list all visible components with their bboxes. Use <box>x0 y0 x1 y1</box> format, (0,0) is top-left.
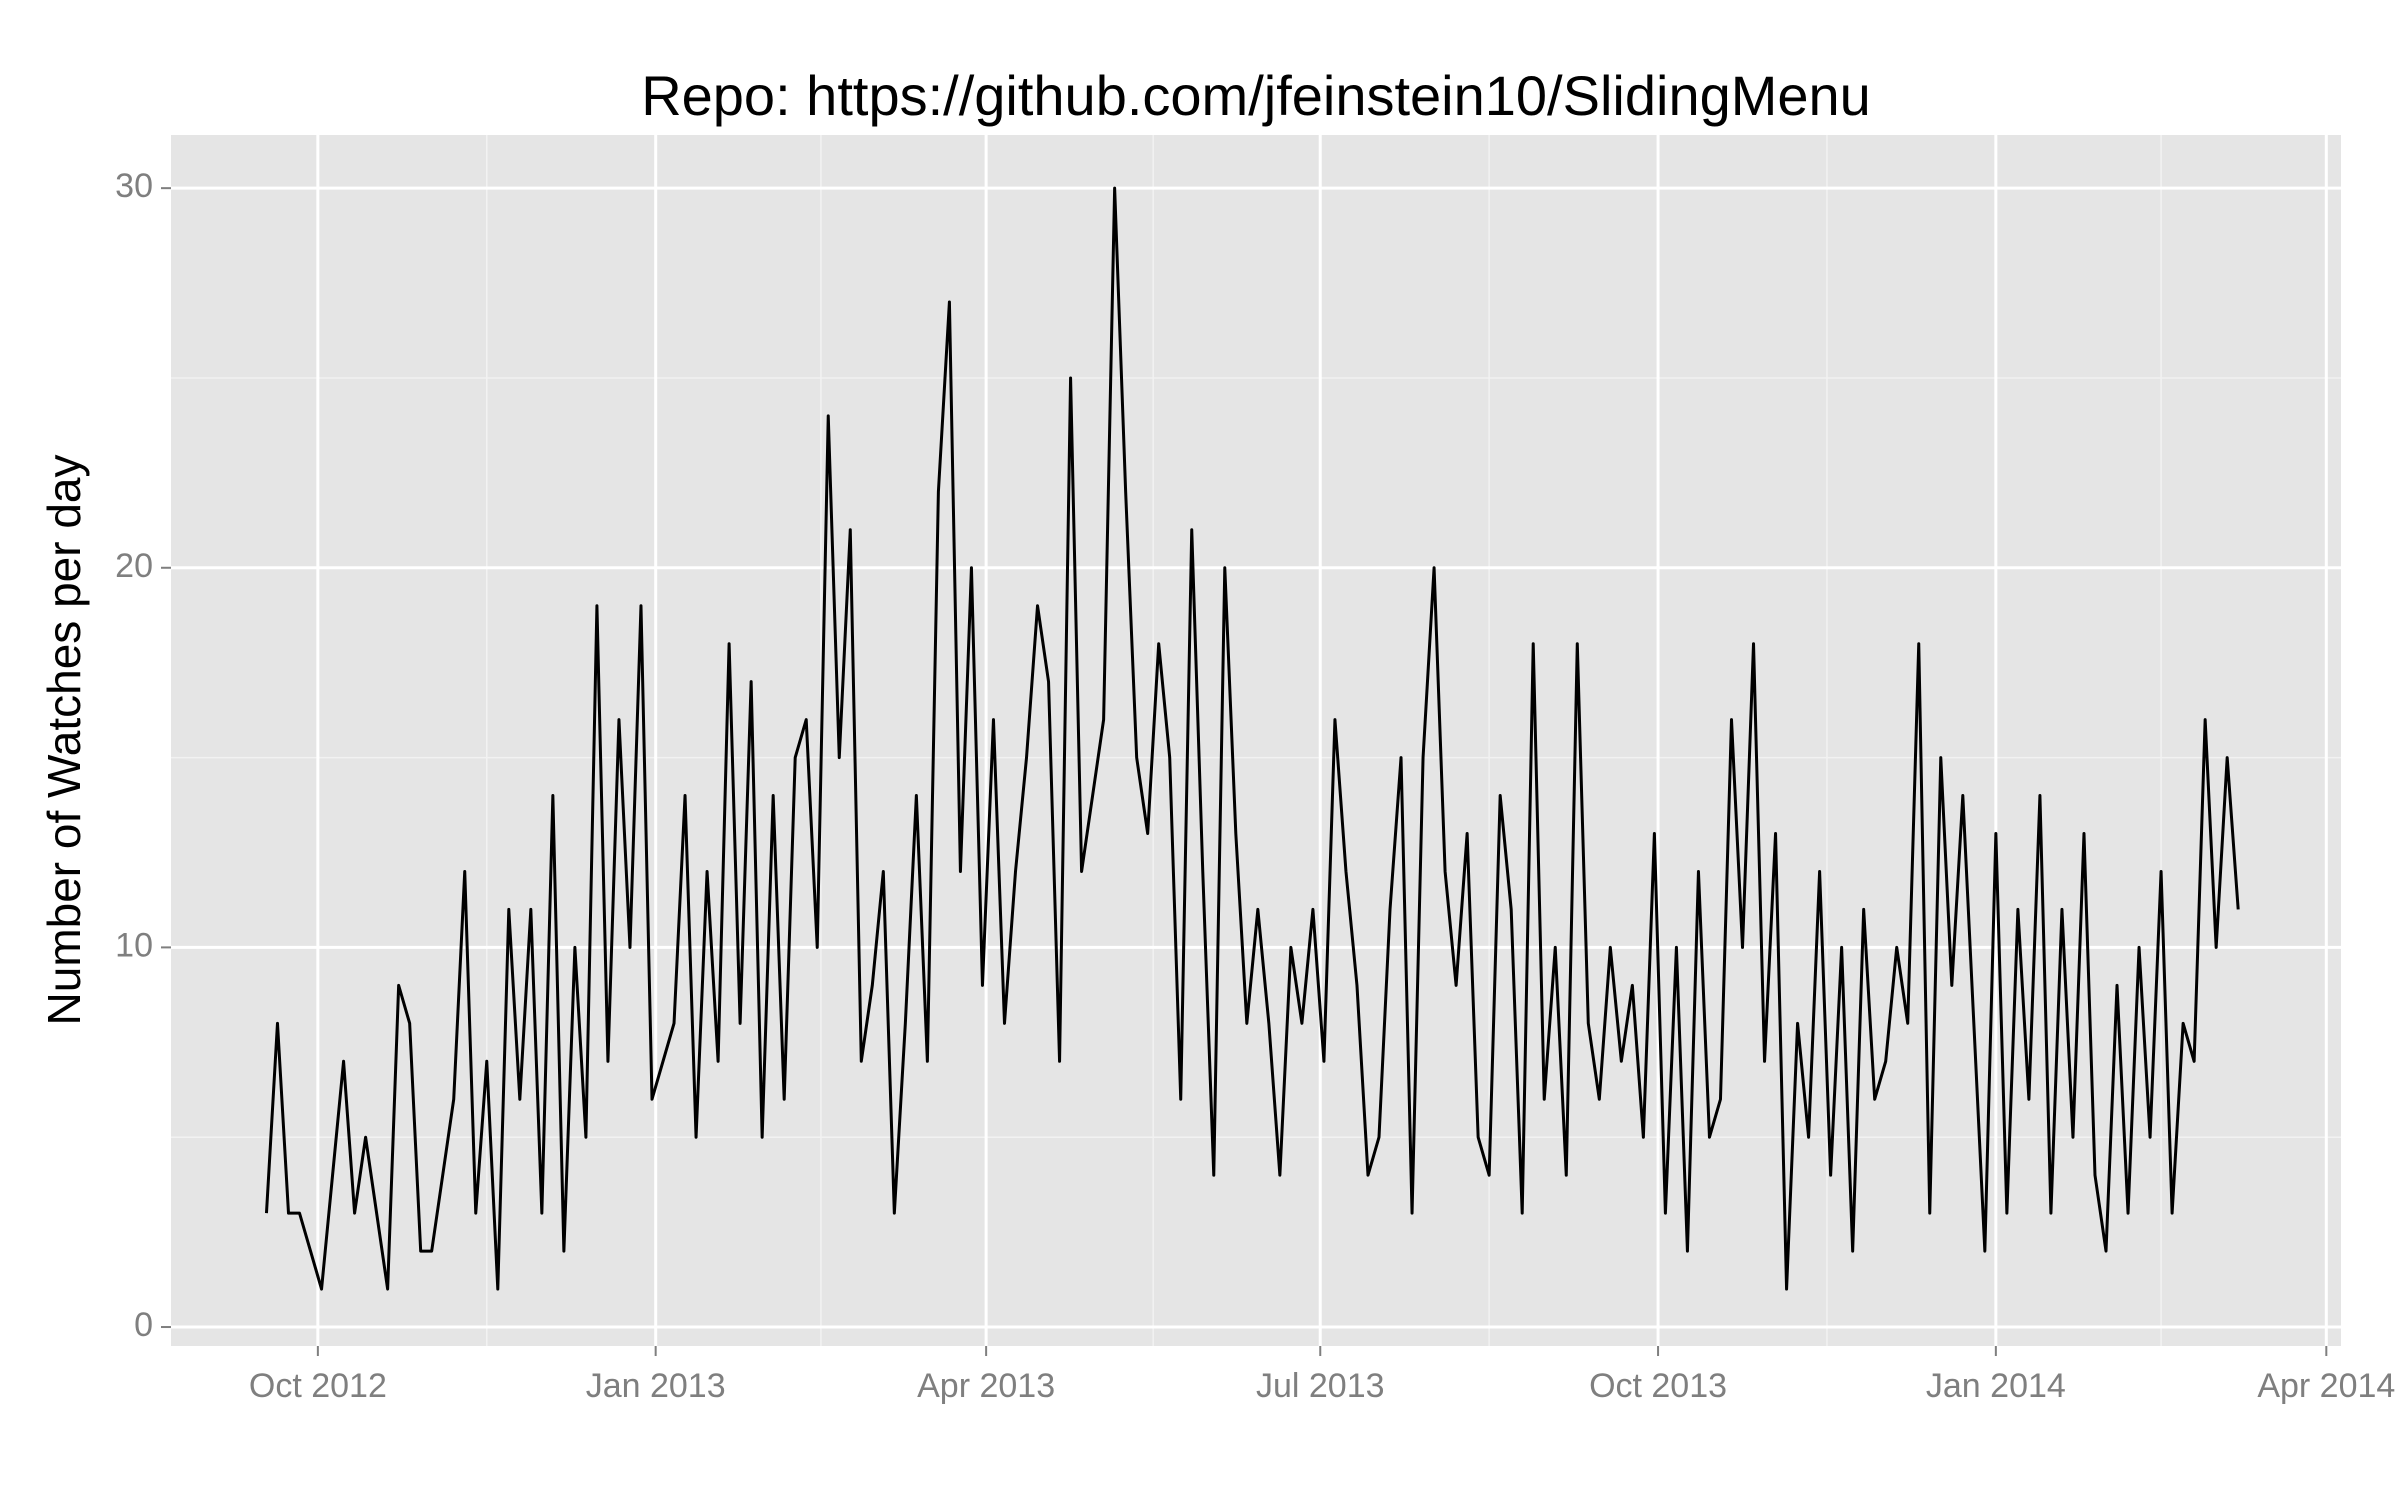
x-tick-label: Apr 2014 <box>2257 1367 2395 1405</box>
y-axis-label: Number of Watches per day <box>38 455 90 1026</box>
x-tick-label: Jan 2013 <box>586 1367 726 1405</box>
x-tick-label: Oct 2013 <box>1589 1367 1727 1405</box>
y-tick-label: 0 <box>134 1306 153 1344</box>
x-tick-label: Jul 2013 <box>1256 1367 1385 1405</box>
y-tick-label: 10 <box>115 926 153 964</box>
plot-panel <box>171 135 2341 1346</box>
x-tick-label: Oct 2012 <box>249 1367 387 1405</box>
y-tick-label: 30 <box>115 167 153 205</box>
y-tick-label: 20 <box>115 547 153 585</box>
x-tick-label: Jan 2014 <box>1926 1367 2066 1405</box>
chart-title: Repo: https://github.com/jfeinstein10/Sl… <box>641 64 1871 127</box>
x-tick-label: Apr 2013 <box>917 1367 1055 1405</box>
data-line <box>264 186 2240 1291</box>
